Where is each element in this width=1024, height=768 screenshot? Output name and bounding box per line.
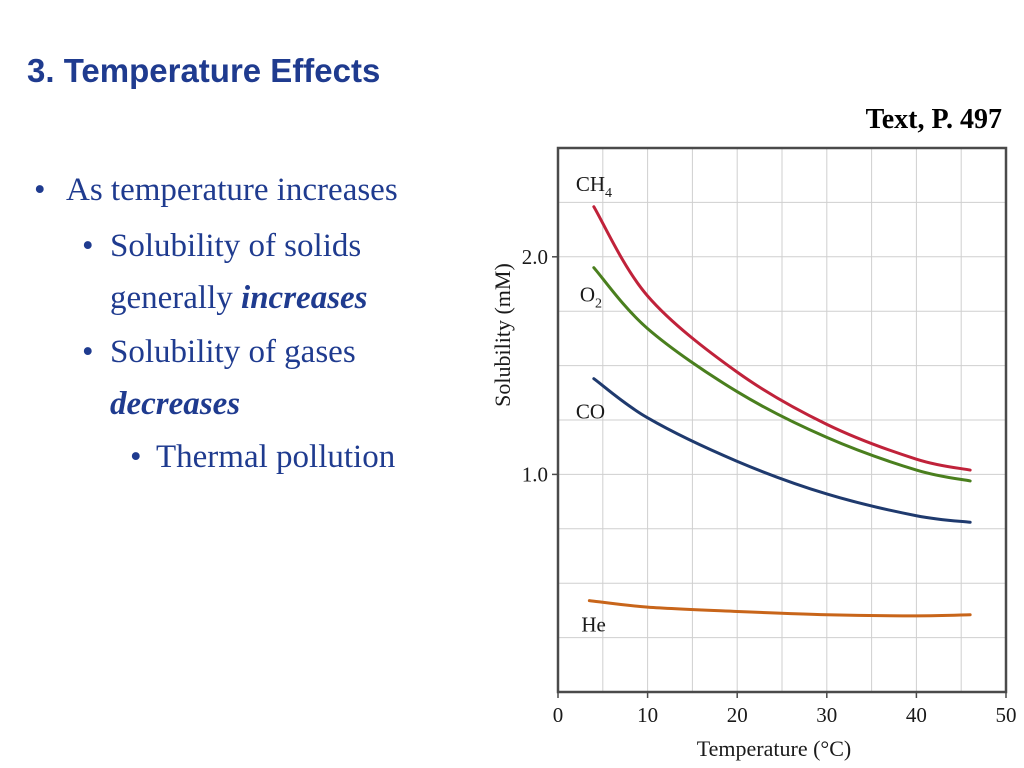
emphasis-decreases: decreases bbox=[110, 386, 241, 422]
emphasis-increases: increases bbox=[241, 280, 368, 316]
series-label-co: CO bbox=[576, 400, 605, 424]
slide-title: 3. Temperature Effects bbox=[27, 52, 381, 89]
x-tick-label: 20 bbox=[727, 703, 748, 727]
bullet-text: Thermal pollution bbox=[156, 439, 396, 475]
series-label-o2: O2 bbox=[580, 283, 602, 312]
x-tick-label: 0 bbox=[553, 703, 564, 727]
series-line-o2 bbox=[592, 266, 972, 483]
x-tick-label: 10 bbox=[637, 703, 658, 727]
bullet-solids: • Solubility of solids generally increas… bbox=[82, 220, 442, 324]
bullet-gases: • Solubility of gases decreases bbox=[82, 326, 442, 430]
plot-frame bbox=[556, 146, 1008, 694]
bullet-text: Solubility of solids generally bbox=[110, 228, 362, 316]
series-line-co bbox=[592, 377, 972, 524]
x-axis-title: Temperature (°C) bbox=[697, 736, 851, 761]
y-tick-label: 1.0 bbox=[522, 462, 548, 486]
series-line-ch4 bbox=[592, 205, 972, 472]
bullet-temperature: • As temperature increases bbox=[34, 164, 398, 216]
x-tick-label: 30 bbox=[816, 703, 837, 727]
bullet-text: As temperature increases bbox=[66, 172, 398, 208]
y-axis-title: Solubility (mM) bbox=[490, 263, 515, 407]
y-tick-label: 2.0 bbox=[522, 245, 548, 269]
bullet-marker: • bbox=[82, 228, 94, 264]
x-tick-label: 40 bbox=[906, 703, 927, 727]
bullet-marker: • bbox=[82, 334, 94, 370]
solubility-chart: CH4 O2 CO He 0 10 20 30 40 50 1.0 2.0 Temperature (… bbox=[490, 146, 1017, 761]
series-line-he bbox=[587, 599, 972, 618]
bullet-thermal-pollution: • Thermal pollution bbox=[130, 431, 395, 483]
series-label-he: He bbox=[581, 613, 606, 637]
bullet-text: Solubility of gases bbox=[110, 334, 356, 370]
x-tick-label: 50 bbox=[996, 703, 1017, 727]
bullet-marker: • bbox=[34, 172, 46, 208]
bullet-marker: • bbox=[130, 439, 142, 475]
source-reference: Text, P. 497 bbox=[865, 104, 1002, 135]
series-label-ch4: CH4 bbox=[576, 172, 612, 201]
